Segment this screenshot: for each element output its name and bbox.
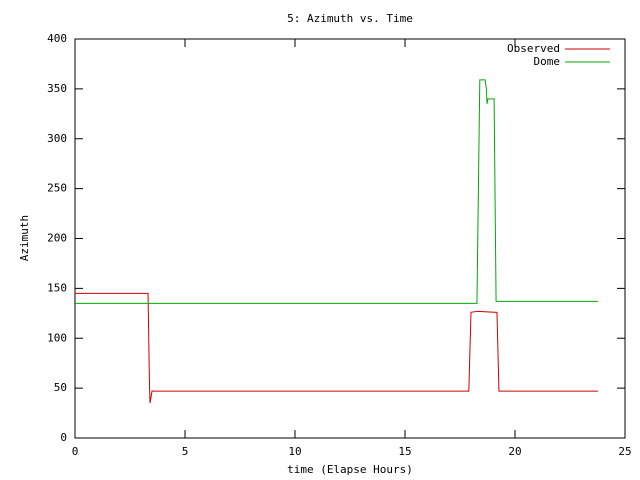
y-tick-label: 150 [47,281,67,294]
data-line [75,292,598,404]
x-tick-label: 0 [72,445,79,458]
y-tick-label: 200 [47,232,67,245]
x-tick-label: 10 [288,445,301,458]
y-tick-label: 300 [47,132,67,145]
x-tick-label: 5 [182,445,189,458]
x-tick-label: 15 [398,445,411,458]
legend-label: Dome [534,55,561,68]
y-tick-label: 250 [47,182,67,195]
x-tick-label: 20 [508,445,521,458]
y-axis-label: Azimuth [18,215,31,261]
y-tick-label: 0 [60,431,67,444]
x-tick-label: 25 [618,445,631,458]
chart-title: 5: Azimuth vs. Time [287,12,413,25]
y-tick-label: 50 [54,381,67,394]
data-line [75,79,598,304]
legend-label: Observed [507,42,560,55]
y-tick-label: 350 [47,82,67,95]
y-tick-label: 100 [47,331,67,344]
y-tick-label: 400 [47,32,67,45]
x-axis-label: time (Elapse Hours) [287,463,413,476]
